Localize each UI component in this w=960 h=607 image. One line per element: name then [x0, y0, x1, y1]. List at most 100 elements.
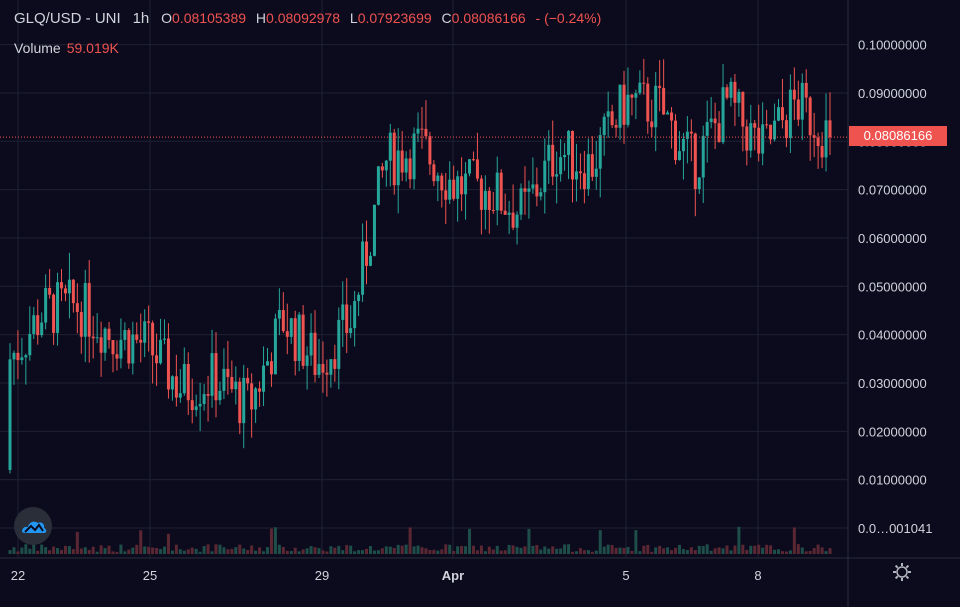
candle-body: [551, 144, 555, 177]
candle-body: [95, 337, 99, 339]
volume-bar: [368, 546, 372, 554]
volume-bar: [582, 550, 586, 554]
candle-body: [804, 82, 808, 98]
volume-bar: [594, 550, 598, 554]
candle-body: [685, 131, 689, 139]
volume-bar: [408, 527, 412, 554]
volume-bar: [289, 551, 293, 554]
volume-bar: [32, 544, 36, 554]
candle-body: [103, 328, 107, 353]
volume-bar: [487, 546, 491, 554]
candle-body: [733, 81, 737, 103]
candle-body: [753, 123, 757, 128]
candle-body: [40, 322, 44, 336]
candle-body: [186, 363, 190, 401]
candle-body: [693, 133, 697, 190]
candle-body: [155, 355, 159, 364]
candle-body: [262, 365, 266, 392]
volume-bar: [269, 528, 273, 554]
volume-bar: [246, 550, 250, 554]
candle-body: [487, 190, 491, 211]
candle-body: [222, 368, 226, 391]
volume-bar: [792, 527, 796, 554]
low-value: 0.07923699: [357, 10, 432, 26]
volume-bar: [404, 544, 408, 554]
candle-body: [166, 338, 170, 390]
volume-bar: [515, 546, 519, 554]
volume-bar: [376, 550, 380, 554]
candle-body: [56, 282, 60, 333]
candle-body: [36, 315, 40, 336]
x-tick-label: 22: [11, 568, 25, 583]
volume-bar: [495, 545, 499, 554]
volume-bar: [499, 550, 503, 554]
candle-body: [729, 81, 733, 98]
tradingview-cloud-icon[interactable]: [14, 507, 52, 545]
candle-body: [634, 93, 638, 98]
candle-body: [162, 338, 166, 340]
candle-body: [321, 364, 325, 373]
candle-body: [460, 176, 464, 195]
volume-bar: [828, 548, 832, 554]
candle-body: [626, 94, 630, 125]
volume-bar: [293, 547, 297, 554]
volume-bar: [737, 526, 741, 554]
candle-body: [709, 118, 713, 123]
y-tick-label: 0.02000000: [858, 424, 927, 439]
candle-body: [456, 176, 460, 199]
candle-body: [563, 154, 567, 158]
volume-bar: [380, 548, 384, 554]
gear-icon[interactable]: [892, 562, 912, 582]
candle-body: [269, 361, 273, 375]
volume-bar: [345, 545, 349, 554]
volume-bar: [372, 550, 376, 554]
volume-bar: [162, 546, 166, 554]
candle-body: [646, 83, 650, 122]
candle-body: [721, 87, 725, 143]
y-tick-label: 0.04000000: [858, 328, 927, 343]
candle-body: [654, 85, 658, 128]
candle-body: [281, 310, 285, 332]
candle-body: [531, 184, 535, 189]
candle-body: [824, 120, 828, 158]
volume-bar: [170, 550, 174, 554]
y-tick-label: 0.07000000: [858, 183, 927, 198]
candle-body: [701, 135, 705, 178]
volume-bar: [543, 546, 547, 554]
volume-bar: [388, 546, 392, 554]
candle-body: [769, 124, 773, 140]
candle-body: [757, 127, 761, 154]
volume-bar: [333, 547, 337, 554]
candle-body: [372, 204, 376, 256]
volume-bar: [75, 531, 79, 554]
volume-bar: [285, 550, 289, 554]
candle-body: [507, 212, 511, 215]
volume-bar: [202, 546, 206, 554]
symbol-title[interactable]: GLQ/USD - UNI: [14, 10, 121, 27]
candle-body: [214, 353, 218, 401]
volume-bar: [725, 545, 729, 554]
volume-bar: [159, 549, 163, 554]
candle-body: [143, 321, 147, 343]
candle-body: [301, 314, 305, 366]
volume-bar: [262, 551, 266, 554]
candle-body: [242, 377, 246, 424]
interval-label[interactable]: 1h: [132, 10, 150, 27]
volume-bar: [507, 545, 511, 554]
volume-bar: [602, 546, 606, 554]
candle-body: [666, 112, 670, 115]
candle-body: [555, 174, 559, 177]
volume-bar: [357, 550, 361, 554]
candle-body: [317, 364, 321, 375]
candle-body: [420, 128, 424, 130]
volume-bar: [198, 551, 202, 554]
candle-body: [697, 177, 701, 190]
candle-body: [107, 328, 111, 341]
candle-body: [16, 352, 20, 361]
volume-bar: [674, 547, 678, 554]
candle-body: [630, 94, 634, 98]
volume-bar: [365, 548, 369, 554]
candle-body: [250, 383, 254, 410]
volume-bar: [103, 548, 107, 554]
